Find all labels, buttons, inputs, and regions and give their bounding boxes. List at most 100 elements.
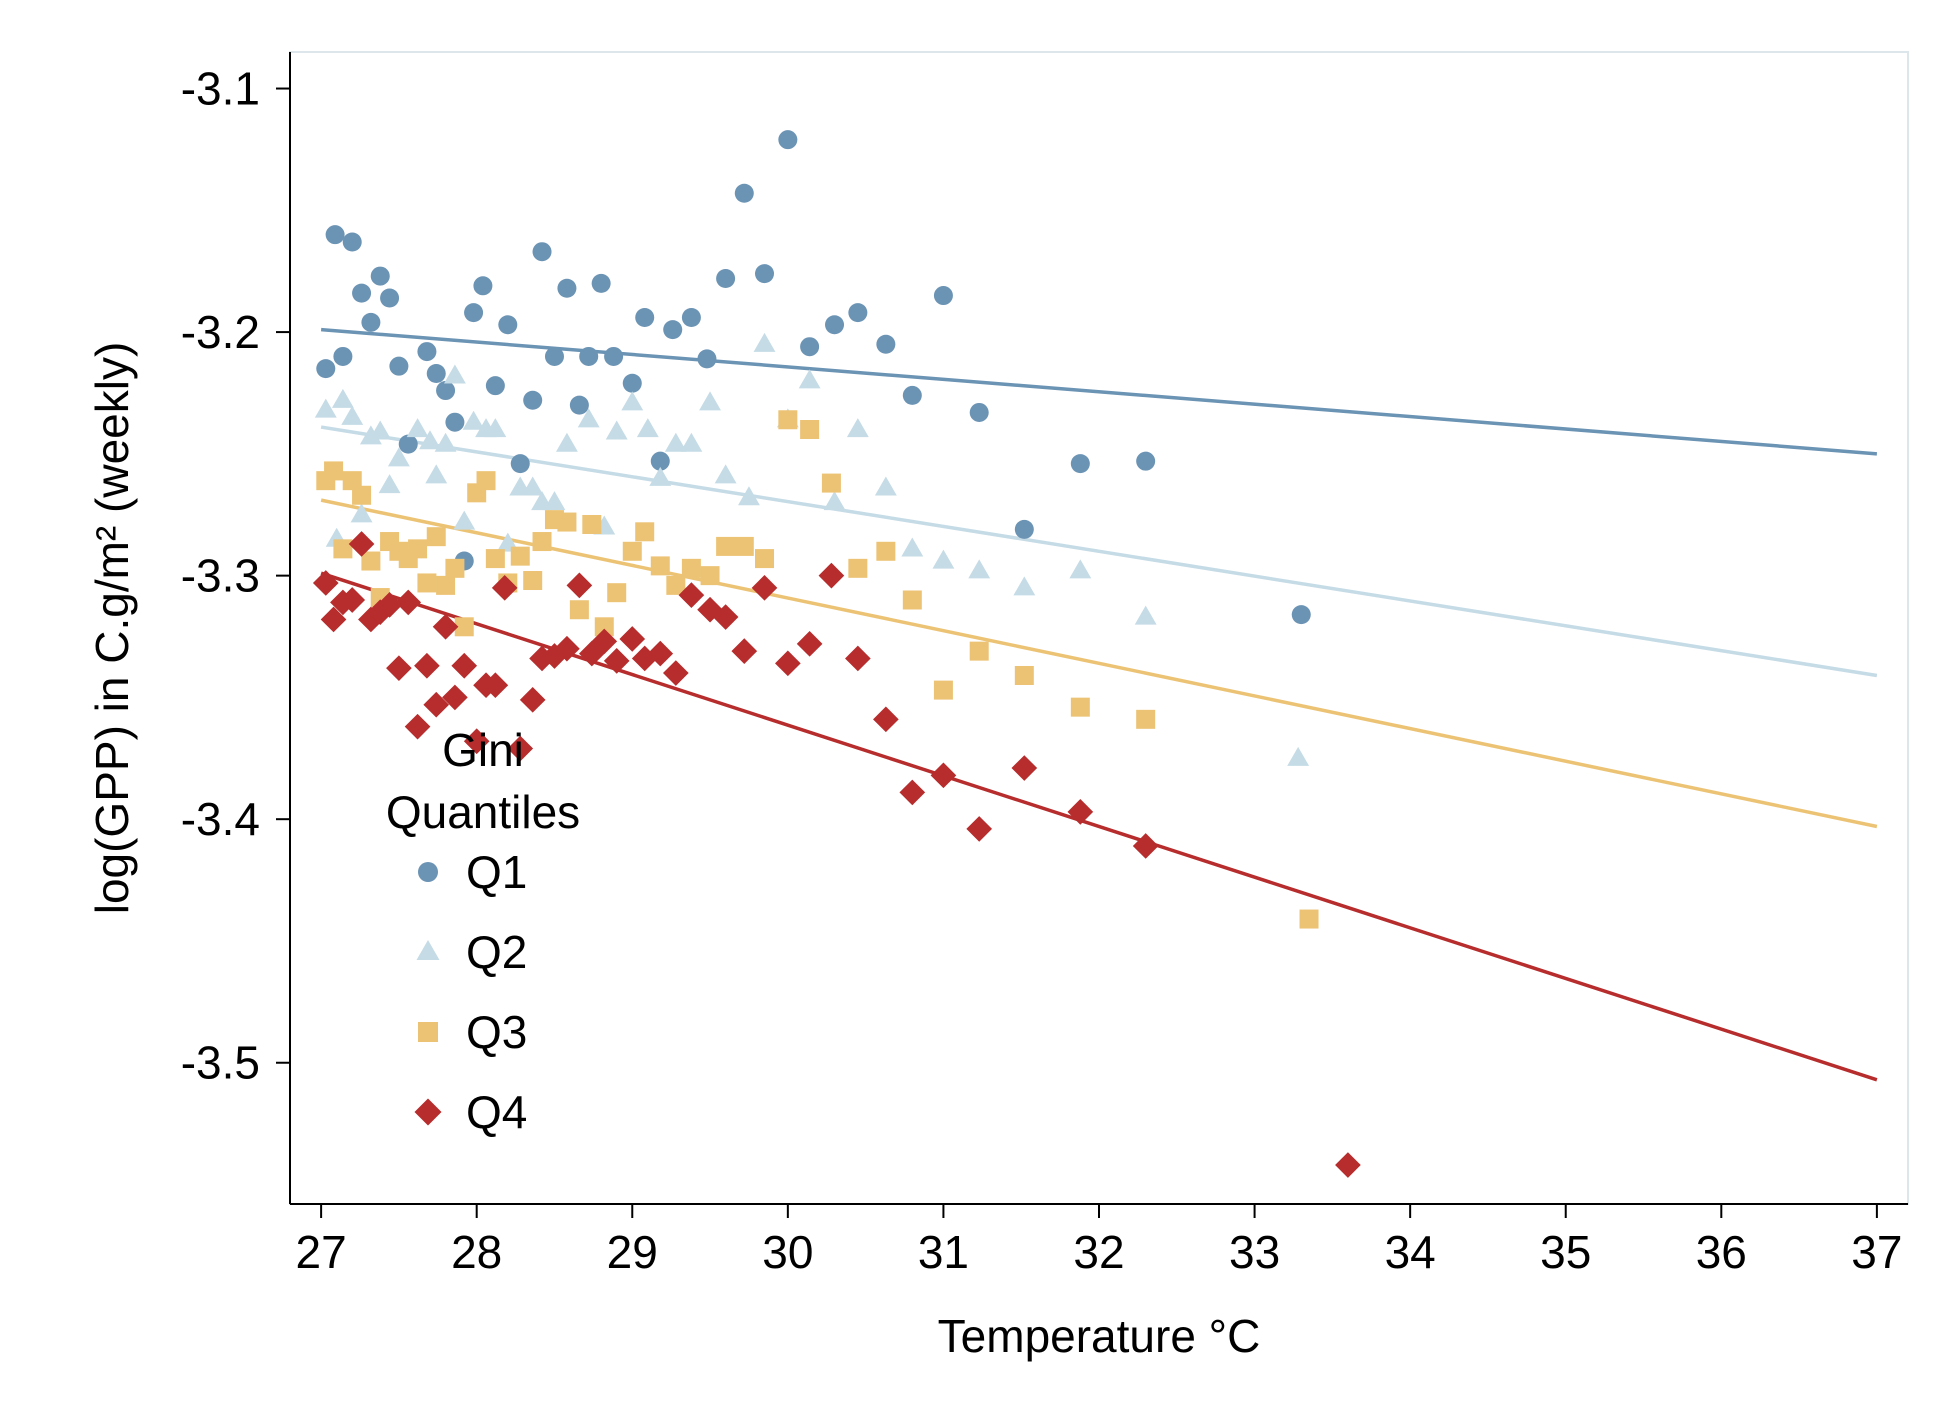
y-axis-ticks: -3.1 -3.2 -3.3 -3.4 -3.5: [181, 63, 290, 1089]
data-point-q3: [436, 575, 456, 595]
data-point-q1: [473, 276, 493, 296]
data-point-q2: [968, 559, 991, 579]
data-point-q4: [414, 652, 440, 679]
y-tick-label: -3.2: [181, 306, 260, 358]
data-point-q1: [333, 346, 353, 366]
data-point-q3: [569, 600, 589, 620]
x-tick-label: 37: [1851, 1226, 1902, 1278]
data-point-q1: [361, 312, 381, 332]
data-point-q4: [1335, 1152, 1361, 1178]
data-point-q3: [778, 410, 798, 430]
data-point-q1: [370, 266, 390, 286]
data-point-q3: [755, 549, 775, 569]
data-point-q3: [716, 536, 736, 556]
data-point-q2: [621, 391, 644, 411]
data-point-q4: [348, 531, 375, 557]
data-point-q4: [358, 606, 384, 633]
data-point-q1: [380, 288, 400, 308]
data-point-q2: [901, 537, 924, 557]
data-point-q1: [445, 412, 465, 432]
data-point-q4: [386, 655, 412, 682]
data-point-q1: [876, 334, 896, 354]
data-point-q2: [359, 425, 382, 445]
data-point-q1: [523, 390, 543, 410]
data-point-q1: [316, 359, 336, 379]
data-point-q1: [1291, 605, 1311, 625]
data-point-q1: [325, 225, 345, 245]
data-point-q1: [697, 349, 717, 369]
data-point-q2: [387, 447, 410, 467]
legend-marker-q2: [416, 940, 440, 960]
data-point-q1: [426, 363, 446, 383]
x-tick-label: 28: [451, 1226, 502, 1278]
data-point-q1: [622, 373, 642, 393]
data-point-q1: [352, 283, 372, 303]
data-point-q4: [566, 572, 593, 599]
data-point-q4: [451, 652, 478, 679]
data-point-q1: [716, 269, 736, 289]
data-point-q4: [367, 599, 394, 625]
data-point-q4: [507, 735, 534, 762]
data-point-q1: [579, 346, 599, 366]
x-tick-label: 34: [1385, 1226, 1436, 1278]
fit-line-q2: [320, 425, 1878, 678]
legend-title-line2: Quantiles: [386, 786, 580, 838]
data-point-q3: [876, 541, 896, 561]
data-point-q1: [591, 273, 611, 293]
data-point-q3: [324, 461, 344, 481]
data-point-q2: [314, 398, 337, 418]
data-point-q4: [541, 643, 568, 669]
data-point-q2: [605, 420, 628, 440]
data-point-q4: [423, 691, 450, 718]
data-point-q4: [482, 672, 509, 699]
fit-line-q3: [320, 498, 1878, 829]
data-point-q2: [823, 491, 846, 511]
plot-frame: [289, 51, 1909, 1205]
x-tick-label: 29: [607, 1226, 658, 1278]
data-point-q3: [333, 539, 353, 559]
data-point-q1: [848, 303, 868, 323]
data-point-q3: [821, 473, 841, 493]
data-point-q4: [899, 779, 926, 806]
data-point-q4: [491, 574, 518, 601]
data-point-q3: [485, 549, 505, 569]
data-point-q4: [339, 587, 366, 613]
data-point-q4: [404, 713, 431, 740]
data-point-q1: [436, 381, 456, 401]
data-point-q4: [376, 592, 403, 618]
data-point-q4: [320, 606, 347, 633]
data-point-q3: [594, 617, 614, 637]
data-point-q3: [1136, 709, 1156, 729]
data-point-q2: [738, 486, 760, 506]
data-point-q1: [825, 315, 845, 335]
data-point-q3: [523, 571, 543, 591]
x-tick-label: 32: [1073, 1226, 1124, 1278]
data-point-q1: [778, 130, 798, 150]
data-point-q1: [544, 346, 564, 366]
data-point-q4: [930, 762, 957, 789]
data-point-q3: [1070, 697, 1090, 717]
data-point-q2: [350, 503, 373, 523]
data-point-q2: [462, 410, 485, 430]
data-point-q2: [484, 418, 507, 438]
data-point-q3: [417, 573, 437, 593]
data-point-q2: [577, 408, 600, 428]
data-point-q3: [408, 539, 428, 559]
data-point-q2: [406, 418, 429, 438]
data-point-q1: [1136, 451, 1156, 471]
data-point-q3: [1299, 909, 1319, 929]
data-point-q3: [650, 556, 670, 576]
data-point-q3: [582, 514, 602, 534]
data-point-q2: [1287, 746, 1310, 766]
data-point-q3: [445, 558, 465, 578]
data-points: [312, 130, 1361, 1178]
data-point-q1: [604, 346, 624, 366]
data-point-q2: [874, 476, 897, 496]
data-point-q1: [755, 264, 775, 284]
data-point-q2: [1013, 576, 1036, 596]
data-point-q2: [331, 388, 354, 408]
data-point-q2: [699, 391, 721, 411]
data-point-q2: [425, 464, 448, 484]
data-point-q4: [554, 635, 580, 662]
